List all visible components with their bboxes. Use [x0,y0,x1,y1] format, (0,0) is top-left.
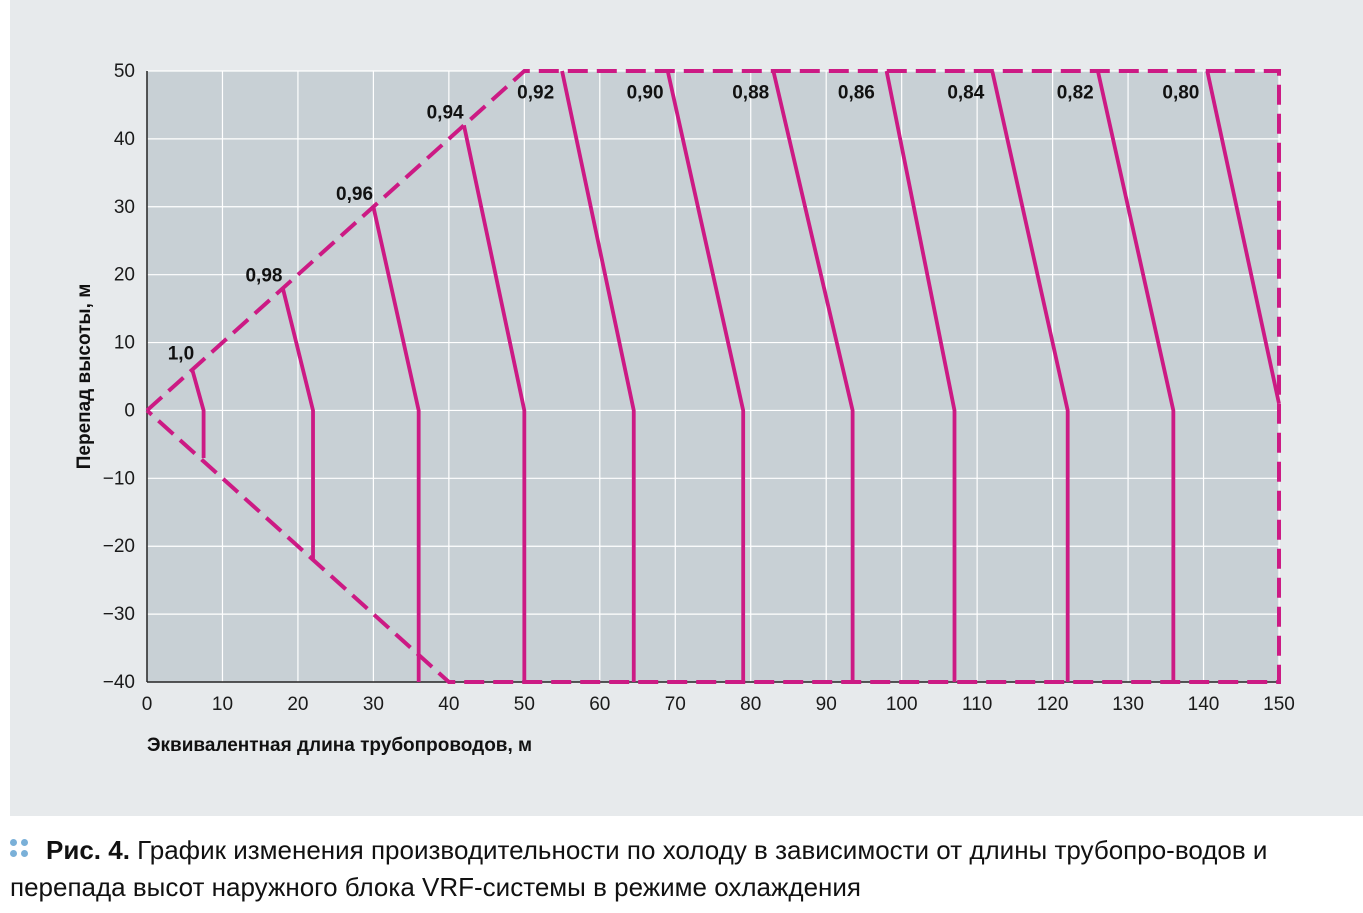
chart: 1,0 0,98 0,96 0,94 0,92 0,90 0,88 0,86 0,84 0,82 0… [74,61,1295,756]
curve-label: 0,92 [517,82,554,103]
caption-bullet-icon [10,839,32,861]
curve-label: 0,96 [336,184,373,205]
boundary-line [145,69,1281,684]
curve-label: 0,98 [245,266,282,287]
x-tick-label: 90 [816,694,837,715]
x-tick-label: 70 [665,694,686,715]
curve-0-88 [771,70,855,682]
x-tick-label: 110 [962,694,992,715]
y-tick-label: 30 [114,197,135,218]
curve-label: 0,84 [947,82,984,103]
plot-area [147,71,1279,682]
x-tick-label: 20 [287,694,308,715]
curve-0-80 [1205,70,1281,405]
x-tick-label: 60 [589,694,610,715]
x-tick-label: 120 [1037,694,1069,715]
caption-label: Рис. 4. [46,835,130,865]
curve-label: 1,0 [168,344,194,365]
curve-0-92 [560,70,636,682]
caption-text: График изменения производительности по х… [10,835,1268,902]
curve-label: 0,80 [1162,82,1199,103]
curves: 1,0 0,98 0,96 0,94 0,92 0,90 0,88 0,86 0,84 0,82 0… [168,70,1281,682]
x-tick-label: 140 [1188,694,1220,715]
curve-label: 0,86 [838,82,875,103]
y-tick-label: 20 [114,265,135,286]
curve-1-0 [190,369,206,458]
x-tick-label: 30 [363,694,384,715]
curve-label: 0,88 [732,82,769,103]
y-tick-label: −20 [103,536,135,557]
x-axis-ticks: 0 10 20 30 40 50 60 70 80 90 100 110 120 130 140 150 [142,694,1295,715]
curve-0-84 [990,70,1070,682]
x-tick-label: 10 [212,694,233,715]
curve-label: 0,90 [627,82,664,103]
y-axis-title: Перепад высоты, м [74,284,95,470]
y-axis-ticks: 50 40 30 20 10 0 −10 −20 −30 −40 [103,61,135,693]
figure-caption: Рис. 4. График изменения производительно… [10,832,1360,906]
curve-0-82 [1096,70,1176,682]
y-tick-label: −40 [103,672,135,693]
curve-0-98 [280,287,315,560]
x-axis-title: Эквивалентная длина трубопроводов, м [147,735,532,756]
x-tick-label: 80 [740,694,761,715]
y-tick-label: −10 [103,468,135,489]
y-tick-label: 0 [124,400,135,421]
y-tick-label: −30 [103,604,135,625]
operating-boundary [145,69,1281,684]
curve-0-90 [665,70,746,682]
y-tick-label: 10 [114,333,135,354]
x-tick-label: 130 [1112,694,1144,715]
x-tick-label: 40 [438,694,459,715]
x-tick-label: 100 [886,694,918,715]
curve-0-86 [884,70,957,682]
curve-0-94 [462,124,527,682]
curve-0-96 [371,206,421,682]
x-tick-label: 0 [142,694,153,715]
curve-label: 0,82 [1057,82,1094,103]
y-tick-label: 50 [114,61,135,82]
x-tick-label: 150 [1263,694,1295,715]
x-tick-label: 50 [514,694,535,715]
curve-label: 0,94 [427,103,464,124]
y-tick-label: 40 [114,129,135,150]
